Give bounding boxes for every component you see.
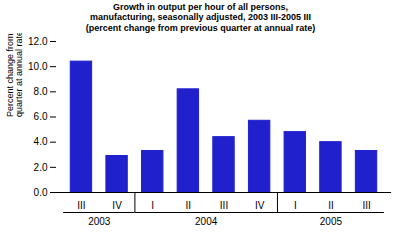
svg-text:II: II [186, 200, 192, 211]
svg-text:II: II [328, 200, 334, 211]
svg-text:12.0: 12.0 [28, 36, 48, 47]
svg-text:I: I [294, 200, 297, 211]
svg-text:IV: IV [112, 200, 122, 211]
svg-text:III: III [77, 200, 85, 211]
svg-text:I: I [151, 200, 154, 211]
svg-text:Percent change from previousqu: Percent change from previousquarter at a… [5, 33, 24, 117]
svg-text:0.0: 0.0 [34, 187, 48, 198]
svg-text:IV: IV [255, 200, 265, 211]
svg-text:4.0: 4.0 [34, 136, 48, 147]
svg-text:10.0: 10.0 [28, 61, 48, 72]
svg-text:2004: 2004 [195, 216, 218, 227]
svg-text:8.0: 8.0 [34, 86, 48, 97]
svg-text:2.0: 2.0 [34, 162, 48, 173]
html-text:Growth in output per hour of a: Growth in output per hour of all persons… [85, 2, 316, 33]
svg-text:III: III [220, 200, 228, 211]
svg-text:6.0: 6.0 [34, 111, 48, 122]
svg-text:2003: 2003 [88, 216, 111, 227]
svg-text:III: III [362, 200, 370, 211]
svg-text:2005: 2005 [320, 216, 343, 227]
